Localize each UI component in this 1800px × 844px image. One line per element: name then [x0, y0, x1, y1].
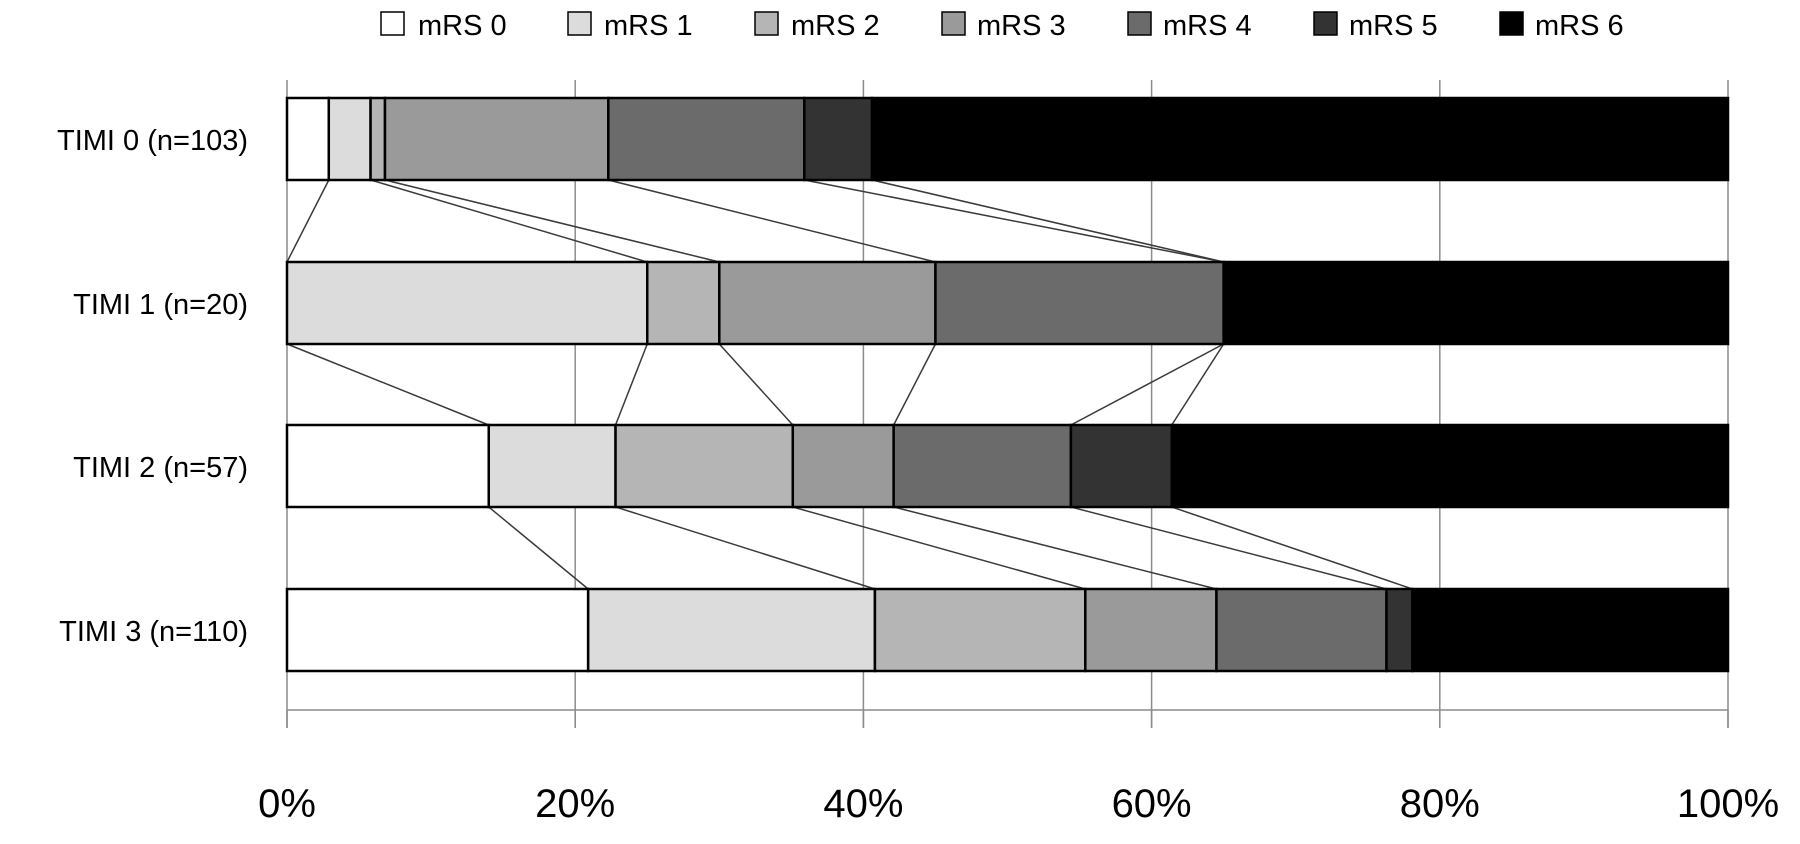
series-connector-line [718, 343, 794, 426]
x-tick-label: 60% [1112, 782, 1192, 826]
bar-segment [1222, 260, 1730, 346]
x-tick-label: 20% [535, 782, 615, 826]
bar-layer [285, 96, 1730, 673]
x-tick-label: 100% [1677, 782, 1779, 826]
series-connector-line [615, 506, 876, 590]
axis-layer: 0% 20% 40% 60% 80% 100% TIMI 0 (n=103) TIMI 1 (… [57, 125, 1779, 826]
legend-swatch [380, 11, 405, 36]
legend: mRS 0 mRS 1 mRS 2 mRS 3 mRS 4 mRS 5 mRS 6 [380, 10, 1624, 42]
series-connector-line [893, 506, 1217, 590]
category-label: TIMI 0 (n=103) [57, 125, 248, 157]
category-label: TIMI 3 (n=110) [59, 616, 248, 648]
bar-segment [285, 96, 331, 182]
bar-segment [285, 423, 490, 509]
x-tick-label: 80% [1400, 782, 1480, 826]
legend-label: mRS 0 [418, 10, 507, 42]
bar-segment [791, 423, 895, 509]
bar-segment [1069, 423, 1174, 509]
bar-segment [892, 423, 1073, 509]
legend-label: mRS 2 [791, 10, 880, 42]
series-connector-line [1070, 343, 1225, 426]
series-connector-line [286, 343, 490, 426]
legend-swatch [1313, 11, 1338, 36]
bar-segment [586, 587, 877, 673]
bar-segment [285, 587, 590, 673]
x-tick-label: 0% [258, 782, 316, 826]
series-connector-line [871, 179, 1224, 263]
series-connector-line [792, 506, 1086, 590]
bar-segment [1170, 423, 1730, 509]
series-connector-line [1171, 506, 1413, 590]
series-connector-line [614, 343, 648, 426]
legend-swatch [754, 11, 779, 36]
legend-swatch [1499, 11, 1524, 36]
legend-label: mRS 6 [1535, 10, 1624, 42]
bar-segment [1215, 587, 1388, 673]
bar-segment [718, 260, 937, 346]
bar-segment [870, 96, 1730, 182]
series-connector-line [608, 179, 936, 263]
bar-segment [487, 423, 617, 509]
series-connector-line [488, 506, 589, 590]
bar-segment [934, 260, 1225, 346]
series-connector-line [384, 179, 720, 263]
bar-segment [1385, 587, 1414, 673]
bar-segment [1411, 587, 1730, 673]
bar-segment [327, 96, 372, 182]
legend-swatch [941, 11, 966, 36]
bar-segment [607, 96, 806, 182]
bar-segment [873, 587, 1087, 673]
bar-segment [646, 260, 721, 346]
series-connector-line [1070, 506, 1387, 590]
legend-label: mRS 4 [1163, 10, 1252, 42]
category-label: TIMI 2 (n=57) [73, 452, 248, 484]
bar-segment [803, 96, 874, 182]
legend-label: mRS 3 [977, 10, 1066, 42]
connector-layer [286, 179, 1413, 590]
series-connector-line [804, 179, 1224, 263]
series-connector-line [1171, 343, 1225, 426]
series-connector-line [892, 343, 937, 426]
bar-segment [614, 423, 795, 509]
bar-segment [383, 96, 610, 182]
x-tick-label: 40% [823, 782, 903, 826]
category-label: TIMI 1 (n=20) [73, 289, 248, 321]
bar-segment [285, 260, 649, 346]
legend-swatch [1127, 11, 1152, 36]
series-connector-line [286, 179, 330, 263]
bar-segment [1084, 587, 1218, 673]
legend-swatch [567, 11, 592, 36]
series-connector-line [370, 179, 648, 263]
bar-segment [369, 96, 387, 182]
legend-label: mRS 1 [604, 10, 693, 42]
legend-label: mRS 5 [1349, 10, 1438, 42]
